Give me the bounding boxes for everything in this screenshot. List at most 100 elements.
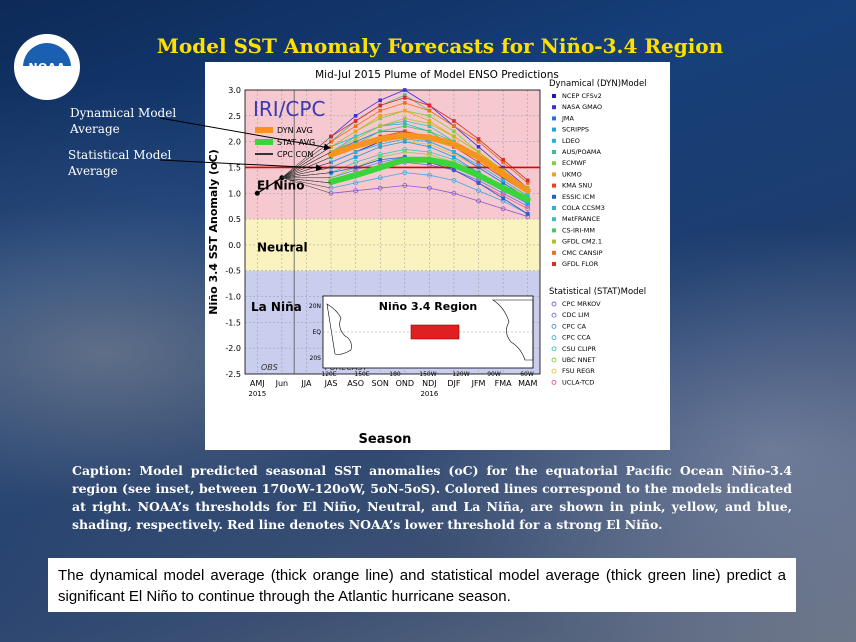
dyn-legend-marker (552, 105, 556, 110)
dyn-model-point (402, 124, 407, 128)
inset-coastline-east (492, 299, 534, 361)
y-tick-label: -1.0 (225, 293, 241, 302)
dyn-model-point (353, 129, 358, 134)
stat-legend-marker (551, 335, 557, 341)
y-tick-label: 1.5 (228, 163, 241, 172)
summary-box: The dynamical model average (thick orang… (48, 558, 796, 612)
stat-model-point (500, 206, 506, 212)
dyn-legend-marker (552, 150, 556, 154)
caption-text: Caption: Model predicted seasonal SST an… (72, 463, 792, 532)
stat-model-point (476, 188, 481, 194)
y-tick-label: -2.0 (225, 344, 241, 353)
dyn-model-point (501, 175, 505, 180)
stat-legend-label: CDC LIM (562, 311, 589, 319)
plot-frame (244, 89, 541, 375)
dyn-legend-label: KMA SNU (562, 182, 592, 190)
inset-lon-label: 60W (520, 371, 534, 378)
stat-model-point (402, 149, 408, 155)
stat-legend-marker (551, 368, 557, 374)
stat-legend-marker (551, 357, 557, 363)
dyn-legend-marker (552, 183, 556, 188)
chart-title: Mid-Jul 2015 Plume of Model ENSO Predict… (315, 69, 559, 81)
x-tick-label: OND (396, 379, 414, 388)
dyn-legend-label: GFDL CM2.1 (562, 238, 602, 246)
stat-legend-label: CPC CCA (562, 334, 591, 342)
el-nino-label: El Niño (257, 178, 304, 192)
year-label: 2016 (420, 390, 438, 398)
dyn-legend-marker (552, 161, 556, 166)
dyn-legend-marker (552, 172, 556, 177)
dyn-model-point (353, 119, 358, 123)
dyn-model-point (329, 170, 333, 175)
dyn-model-point (378, 108, 383, 113)
stat-model-point (402, 170, 408, 176)
x-tick-label: FMA (495, 379, 513, 388)
x-axis-label: Season (359, 432, 412, 447)
stat-legend-marker (551, 312, 557, 318)
observed-fan-line (281, 172, 332, 179)
average-line (328, 156, 531, 203)
dyn-legend-label: NASA GMAO (562, 103, 602, 111)
inset-lon-label: 150W (419, 371, 436, 378)
stat-model-point (525, 211, 531, 217)
enso-plume-chart: 3.0 2.5 2.0 1.5 1.0 0.5 0.0 -0.5 -1.0 -1.5 -2.0 -2.… (207, 69, 647, 447)
slide-title: Model SST Anomaly Forecasts for Niño-3.4… (156, 34, 724, 58)
dyn-model-point (329, 160, 333, 165)
dyn-model-point (525, 178, 530, 183)
dyn-model-point (452, 134, 456, 139)
x-tick-label: SON (372, 379, 389, 388)
dyn-model-point (427, 129, 432, 134)
observed-fan-line (281, 177, 332, 194)
dyn-model-point (427, 121, 432, 126)
dyn-model-point (402, 121, 407, 126)
stat-model-point (426, 185, 432, 191)
dyn-legend-label: COLA CCSM3 (562, 204, 605, 212)
dyn-legend-marker (552, 262, 556, 266)
observed-fan-line (281, 177, 332, 184)
dyn-model-point (329, 139, 333, 144)
inset-lon-label: 180 (389, 371, 401, 378)
dyn-model-point (378, 103, 383, 108)
dyn-model-point (452, 129, 456, 134)
dyn-legend-marker (552, 206, 556, 210)
dyn-model-point (353, 139, 358, 144)
stat-model-point (426, 152, 432, 157)
dyn-legend-marker (552, 127, 556, 132)
stat-model-point (353, 180, 359, 186)
dyn-model-point (353, 137, 358, 141)
stat-model-point (353, 154, 359, 160)
dyn-model-point (402, 101, 407, 105)
inset-lat-label: 20S (310, 355, 322, 362)
stat-legend-label: CSU CLIPR (562, 345, 596, 353)
y-tick-label: -0.5 (225, 267, 241, 276)
stat-model-point (426, 149, 432, 155)
inset-lon-label: 120E (321, 371, 336, 378)
stat-model-point (402, 146, 408, 152)
nino34-region-box (410, 324, 460, 340)
stat-legend-marker (551, 346, 557, 352)
noaa-emblem-icon: NOAA (23, 43, 71, 91)
dyn-model-point (329, 145, 333, 149)
logo-text: NOAA (28, 60, 66, 74)
caption: Caption: Model predicted seasonal SST an… (72, 462, 792, 534)
dyn-model-point (402, 88, 407, 92)
dyn-model-point (525, 181, 530, 185)
stat-model-line (330, 185, 528, 217)
dyn-model-point (378, 98, 383, 103)
x-tick-label: DJF (447, 379, 461, 388)
dyn-model-point (378, 129, 383, 134)
dyn-legend-label: AUS/POAMA (562, 148, 601, 156)
dyn-model-point (378, 157, 383, 162)
dyn-model-point (476, 145, 481, 149)
dyn-model-point (427, 139, 432, 144)
inset-lat-label: 20N (309, 303, 321, 310)
dyn-legend-marker (552, 194, 556, 199)
dyn-model-point (402, 95, 407, 100)
dyn-legend-label: CS-IRI-MM (562, 226, 595, 234)
y-axis-label: Niño 3.4 SST Anomaly (oC) (207, 149, 220, 314)
dyn-legend-label: ECMWF (562, 159, 587, 167)
inset-lon-label: 120W (452, 371, 469, 378)
average-legend-label: DYN AVG (277, 126, 313, 135)
x-tick-label: JJA (300, 379, 312, 388)
y-tick-label: 1.0 (228, 189, 241, 198)
